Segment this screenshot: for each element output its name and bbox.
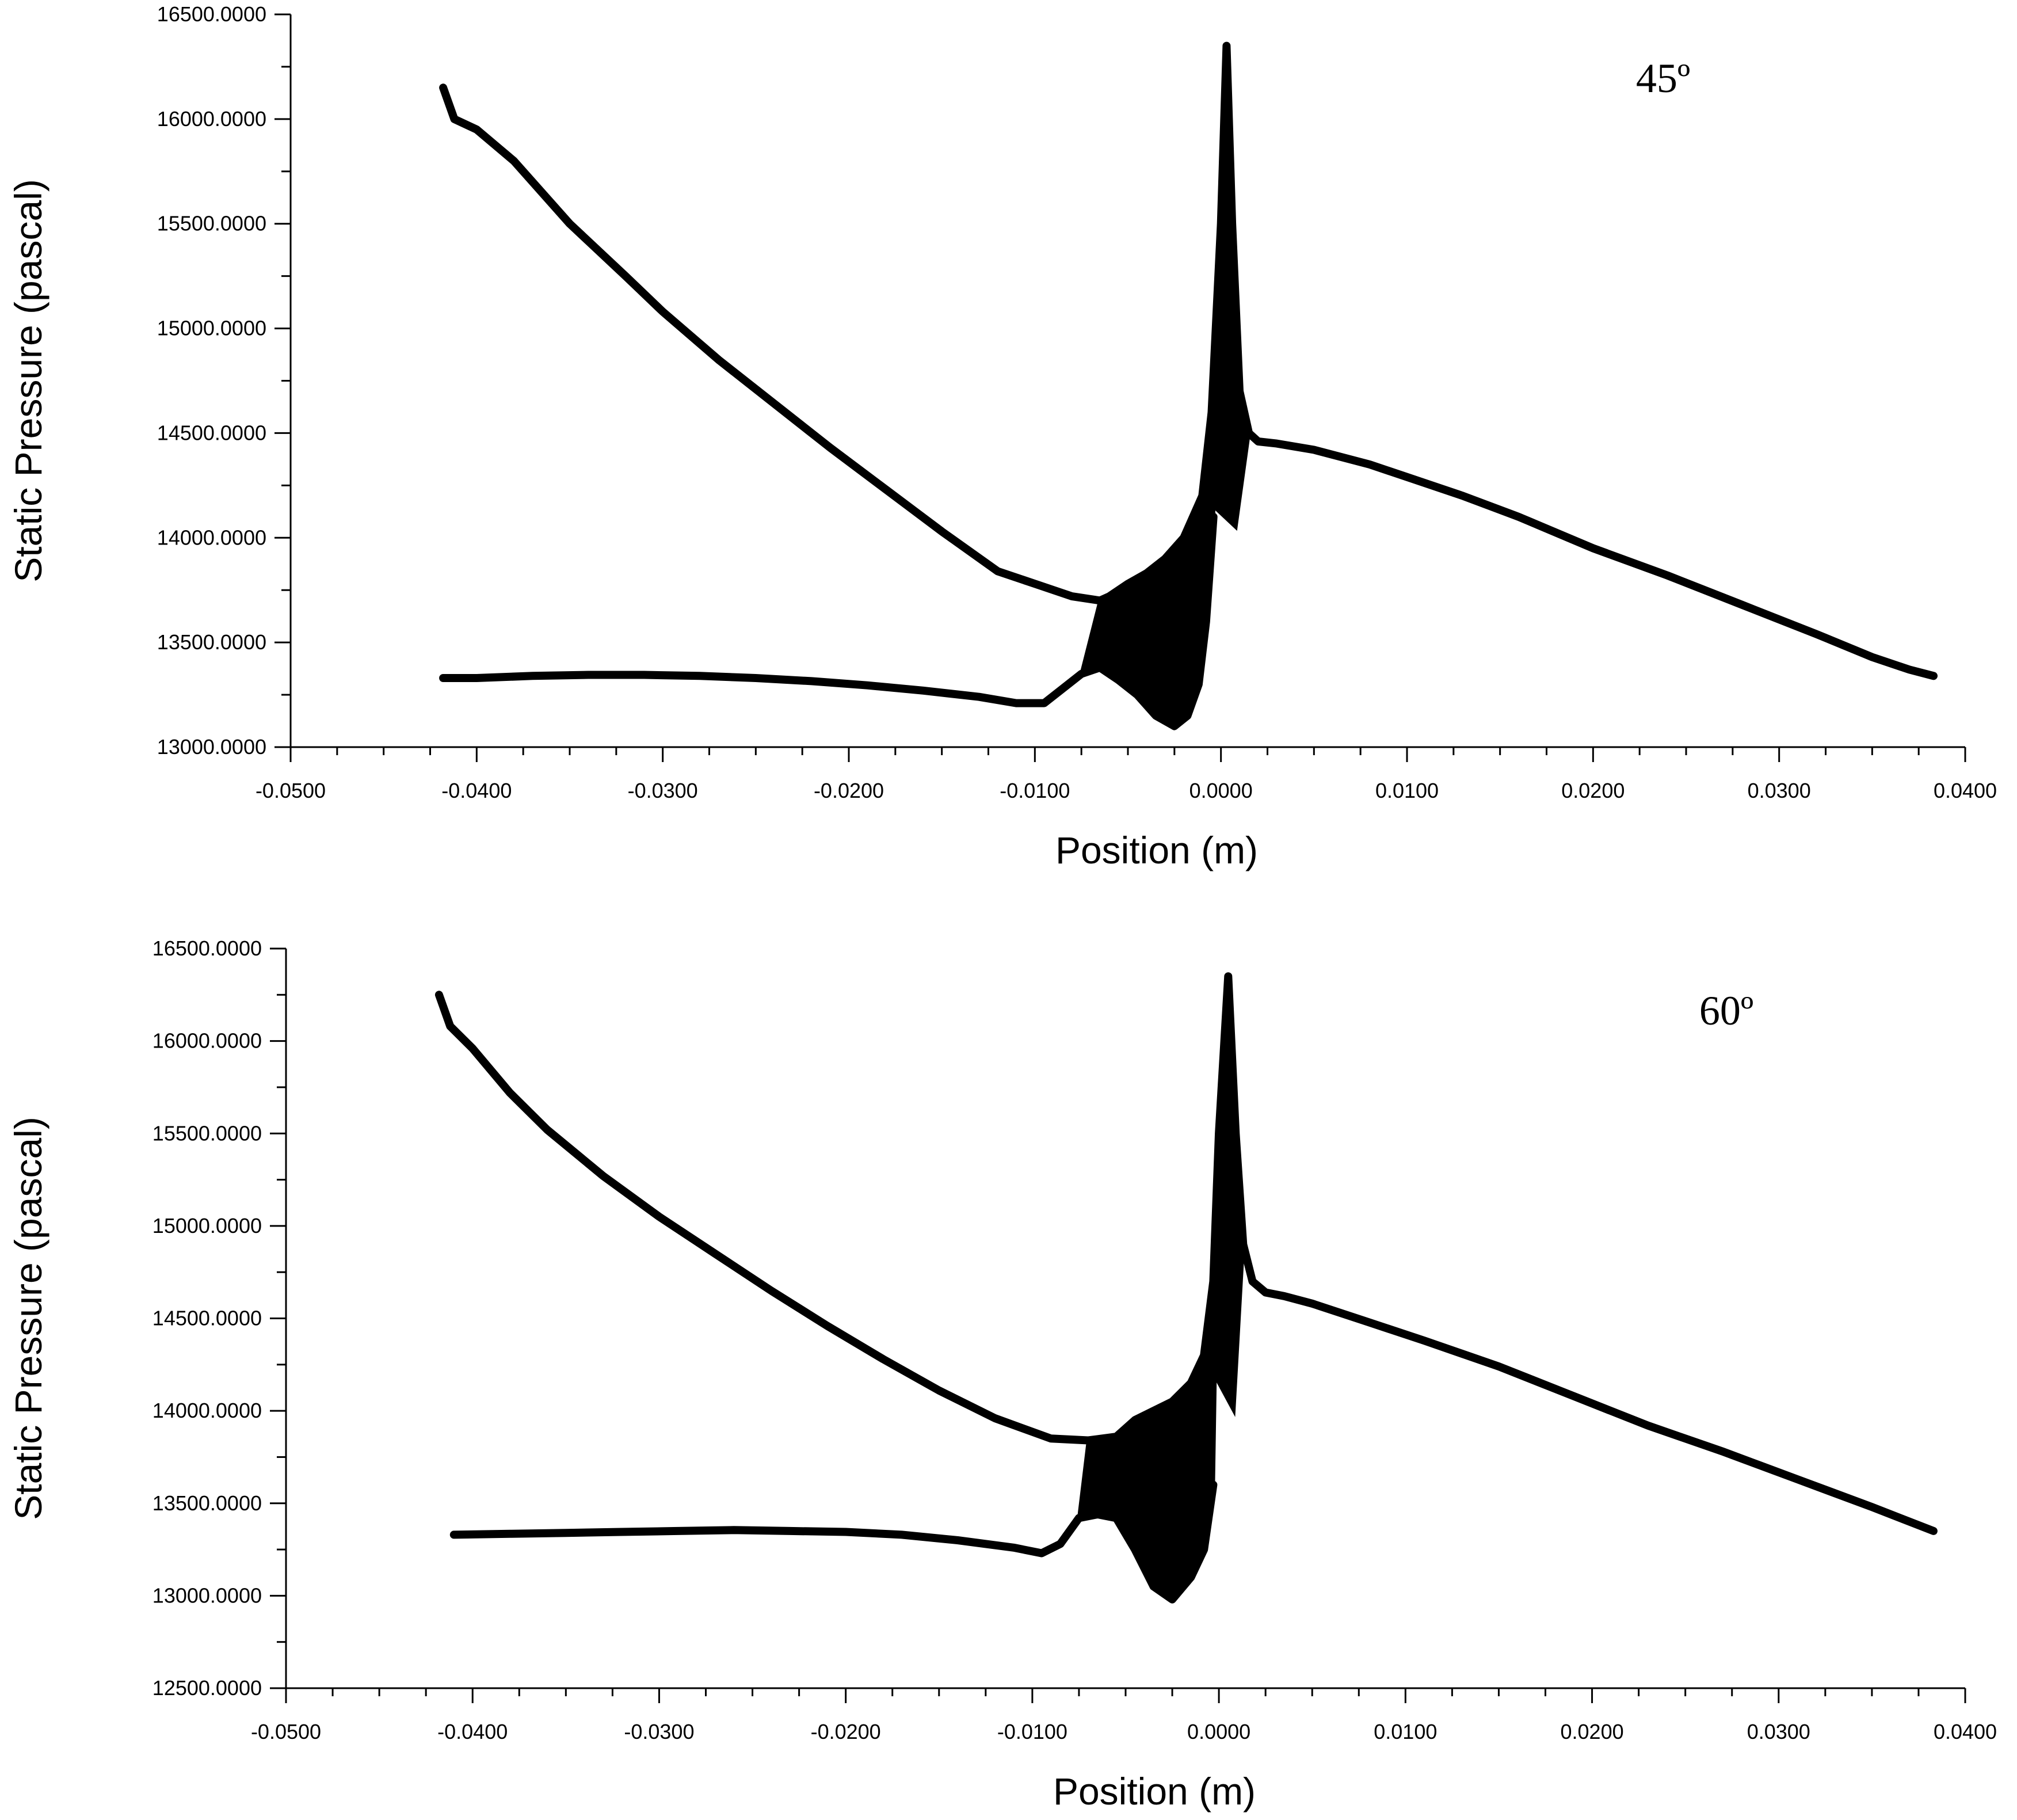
pressure-spike [1202, 976, 1245, 1417]
chart-panel-45: 13000.0000 13500.0000 14000.0000 14500.0000… [7, 2, 1997, 871]
pressure-spike [1200, 45, 1251, 531]
x-tick-label: 0.0400 [1934, 779, 1997, 802]
y-tick-label: 14500.0000 [157, 421, 266, 444]
x-tick-label: -0.0500 [256, 779, 326, 802]
y-tick-label: 14000.0000 [152, 1399, 262, 1422]
x-tick-label: 0.0200 [1561, 779, 1625, 802]
y-tick-label: 13000.0000 [157, 735, 266, 759]
chart-panel-60: 12500.0000 13000.0000 13500.0000 14000.0000… [7, 936, 1997, 1813]
x-tick-label: -0.0200 [814, 779, 884, 802]
x-axis-title: Position (m) [1053, 1770, 1256, 1813]
x-tick-label: -0.0400 [437, 1720, 508, 1743]
angle-annotation: 45º [1636, 55, 1690, 101]
y-tick-label: 13000.0000 [152, 1583, 262, 1607]
oscillation-band [1077, 1133, 1221, 1602]
y-tick-label: 14500.0000 [152, 1307, 262, 1330]
y-tick-label: 12500.0000 [152, 1676, 262, 1700]
x-tick-label: 0.0000 [1189, 779, 1253, 802]
x-tick-label: -0.0500 [251, 1720, 321, 1743]
y-tick-label: 13500.0000 [157, 630, 266, 654]
x-tick-label: 0.0300 [1747, 1720, 1810, 1743]
x-axis-title: Position (m) [1055, 829, 1258, 871]
x-tick-label: -0.0100 [997, 1720, 1067, 1743]
y-axis-title: Static Pressure (pascal) [7, 1117, 49, 1520]
x-tick-label: -0.0300 [624, 1720, 694, 1743]
y-axis-title: Static Pressure (pascal) [7, 179, 49, 582]
oscillation-band [1078, 223, 1223, 729]
x-tick-label: -0.0300 [628, 779, 698, 802]
x-tick-label: 0.0000 [1187, 1720, 1250, 1743]
y-tick-label: 13500.0000 [152, 1491, 262, 1515]
y-tick-label: 15500.0000 [157, 212, 266, 235]
y-tick-label: 16000.0000 [157, 107, 266, 131]
x-tick-label: -0.0200 [811, 1720, 881, 1743]
x-tick-label: -0.0100 [1000, 779, 1070, 802]
y-tick-label: 15000.0000 [152, 1214, 262, 1238]
y-tick-label: 15000.0000 [157, 317, 266, 340]
y-tick-label: 16500.0000 [157, 2, 266, 26]
x-tick-label: 0.0300 [1748, 779, 1811, 802]
y-tick-label: 16000.0000 [152, 1029, 262, 1053]
angle-annotation: 60º [1699, 988, 1753, 1034]
x-tick-label: -0.0400 [441, 779, 512, 802]
y-tick-label: 14000.0000 [157, 526, 266, 549]
x-tick-label: 0.0400 [1934, 1720, 1997, 1743]
y-tick-label: 15500.0000 [152, 1121, 262, 1145]
x-tick-label: 0.0200 [1561, 1720, 1624, 1743]
x-tick-label: 0.0100 [1375, 779, 1439, 802]
y-tick-label: 16500.0000 [152, 936, 262, 960]
x-tick-label: 0.0100 [1374, 1720, 1437, 1743]
